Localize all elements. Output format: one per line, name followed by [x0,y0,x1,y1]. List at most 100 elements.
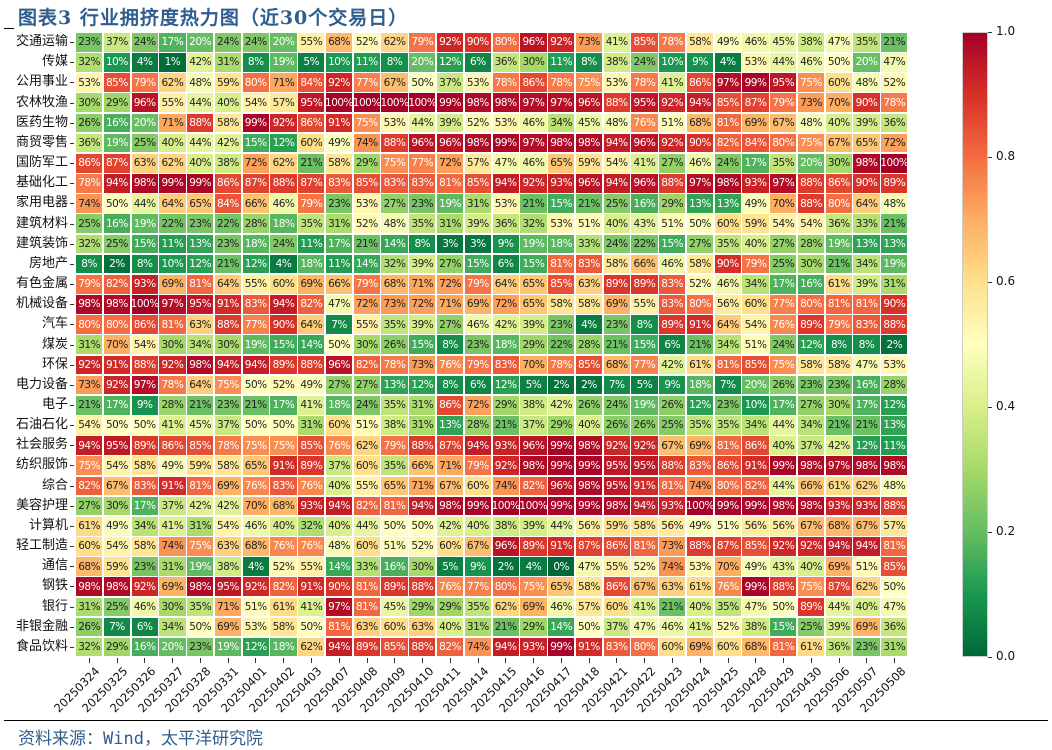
heatmap-cell: 18% [685,374,715,396]
heatmap-cell: 94% [491,173,520,194]
heatmap-cell: 25% [796,616,826,638]
heatmap-cell: 85% [352,173,381,194]
heatmap-cell: 97% [547,92,576,114]
heatmap-cell: 41% [630,596,659,618]
x-tick-mark [783,658,785,663]
heatmap-cell: 5% [435,556,465,577]
colorbar-tick-mark [988,657,992,658]
heatmap-cell: 37% [324,455,354,477]
heatmap-cell: 50% [186,616,215,638]
heatmap-cell: 80% [713,475,742,497]
heatmap-cell: 34% [741,415,770,436]
heatmap-cell: 98% [852,455,881,477]
heatmap-cell: 68% [741,636,770,658]
heatmap-cell: 98% [435,495,465,517]
heatmap-cell: 40% [602,213,631,235]
heatmap-cell: 69% [463,294,492,315]
y-tick-mark [70,525,74,527]
heatmap-cell: 100% [130,294,159,315]
y-tick-label: 社会服务 [15,437,68,453]
heatmap-cell: 11% [880,435,909,456]
heatmap-cell: 41% [297,394,326,416]
heatmap-cell: 88% [658,173,687,194]
heatmap-cell: 67% [102,475,132,497]
heatmap-cell: 31% [463,616,492,638]
heatmap-cell: 81% [852,294,881,315]
heatmap-cell: 7% [602,374,631,396]
heatmap-cell: 50% [685,213,715,235]
heatmap-cell: 97% [824,455,853,477]
heatmap-cell: 29% [491,394,520,416]
heatmap-cell: 21% [880,213,909,235]
heatmap-cell: 9% [658,374,687,396]
heatmap-cell: 89% [796,596,826,618]
heatmap-cell: 41% [685,616,715,638]
heatmap-cell: 54% [102,536,132,557]
y-tick-label: 家用电器 [15,195,68,211]
heatmap-cell: 80% [75,314,104,335]
y-tick-label: 公用事业 [15,74,68,90]
heatmap-cell: 41% [158,515,187,537]
heatmap-cell: 90% [685,132,715,154]
heatmap-cell: 18% [547,233,576,255]
heatmap-cell: 94% [75,435,104,456]
heatmap-cell: 60% [463,475,492,497]
heatmap-cell: 90% [269,314,298,335]
heatmap-cell: 53% [75,72,104,93]
heatmap-cell: 18% [491,334,520,356]
heatmap-cell: 67% [435,475,465,497]
heatmap-cell: 97% [130,374,159,396]
heatmap-cell: 74% [658,556,687,577]
heatmap-cell: 69% [158,576,187,597]
heatmap-cell: 37% [602,616,631,638]
heatmap-cell: 75% [352,112,381,134]
heatmap-cell: 38% [213,556,243,577]
heatmap-cell: 23% [186,636,215,658]
heatmap-cell: 84% [741,132,770,154]
heatmap-cell: 98% [769,495,798,517]
heatmap-cell: 72% [352,294,381,315]
heatmap-cell: 5% [297,52,326,73]
heatmap-cell: 23% [602,314,631,335]
heatmap-cell: 96% [519,32,548,53]
heatmap-cell: 23% [213,233,243,255]
heatmap-cell: 25% [769,253,798,275]
heatmap-cell: 98% [574,475,604,497]
heatmap-cell: 76% [297,536,326,557]
heatmap-cell: 21% [685,334,715,356]
heatmap-cell: 94% [602,132,631,154]
heatmap-cell: 29% [519,616,548,638]
heatmap-cell: 78% [880,92,909,114]
heatmap-cell: 34% [713,334,742,356]
heatmap-cell: 13% [880,415,909,436]
heatmap-cell: 36% [824,636,853,658]
heatmap-cell: 65% [519,273,548,295]
colorbar-tick-label: 0.0 [996,649,1016,663]
heatmap-cell: 47% [491,152,520,174]
heatmap-cell: 38% [796,32,826,53]
heatmap-cell: 68% [241,536,270,557]
heatmap-cell: 70% [769,193,798,214]
heatmap-cell: 30% [519,52,548,73]
heatmap-cell: 63% [658,576,687,597]
x-tick-mark [616,658,618,663]
heatmap-cell: 85% [741,354,770,376]
x-tick-mark [255,658,257,663]
heatmap-cell: 86% [130,314,159,335]
heatmap-cell: 89% [796,314,826,335]
heatmap-cell: 11% [297,233,326,255]
heatmap-cell: 76% [324,435,354,456]
heatmap-cell: 77% [630,354,659,376]
heatmap-cell: 24% [769,334,798,356]
x-tick-mark [477,658,479,663]
heatmap-cell: 1% [158,52,187,73]
heatmap-cell: 52% [685,273,715,295]
heatmap-cell: 44% [769,415,798,436]
heatmap-cell: 22% [630,233,659,255]
heatmap-cell: 96% [630,132,659,154]
heatmap-cell: 92% [658,92,687,114]
heatmap-cell: 78% [547,354,576,376]
heatmap-cell: 75% [241,435,270,456]
heatmap-cell: 75% [75,455,104,477]
heatmap-grid: 23% 37% 24% 17% 20% 24% 24% 20% 55% 68% 52% 62% 79% 9… [75,32,909,658]
